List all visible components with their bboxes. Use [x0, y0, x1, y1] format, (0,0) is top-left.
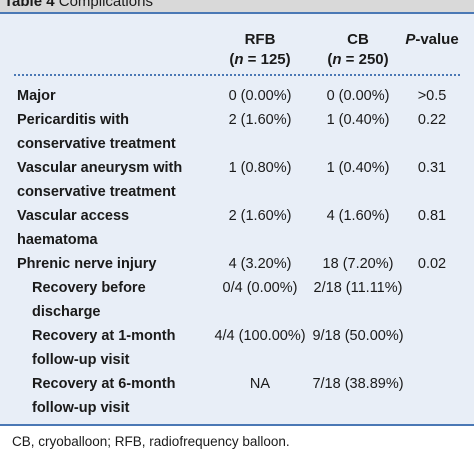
cell-rfb: 0/4 (0.00%) [222, 280, 298, 296]
row-label: follow-up visit [32, 400, 130, 416]
row-label: Pericarditis with [17, 112, 130, 128]
row-label: haematoma [17, 232, 98, 248]
cell-cb: 0 (0.00%) [326, 88, 390, 104]
header-rfb-n: (n = 125) [229, 51, 291, 68]
row-label: Major [17, 88, 56, 104]
cell-rfb: 4/4 (100.00%) [214, 328, 306, 344]
cell-cb: 1 (0.40%) [326, 160, 390, 176]
cell-rfb: 4 (3.20%) [228, 256, 292, 272]
row-label: Vascular access [17, 208, 130, 224]
cell-rfb: 2 (1.60%) [228, 112, 292, 128]
cell-p: 0.02 [417, 256, 447, 272]
row-label: conservative treatment [17, 184, 176, 200]
cell-p: >0.5 [417, 88, 447, 104]
top-rule [0, 12, 474, 14]
cell-rfb: NA [249, 376, 271, 392]
row-label: Recovery at 6-month [32, 376, 176, 392]
cell-cb: 9/18 (50.00%) [312, 328, 404, 344]
row-label: Recovery before [32, 280, 146, 296]
header-cb-n: (n = 250) [327, 51, 389, 68]
header-rfb-label: RFB [244, 31, 276, 48]
cell-p: 0.22 [417, 112, 447, 128]
row-label: follow-up visit [32, 352, 130, 368]
table-number: Table 4 [4, 0, 55, 10]
cell-p: 0.31 [417, 160, 447, 176]
cell-cb: 7/18 (38.89%) [312, 376, 404, 392]
cell-rfb: 1 (0.80%) [228, 160, 292, 176]
table-title: Complications [58, 0, 153, 10]
table-panel [0, 12, 474, 425]
row-label: discharge [32, 304, 101, 320]
cell-rfb: 2 (1.60%) [228, 208, 292, 224]
bottom-rule [0, 424, 474, 426]
table-caption: Table 4 Complications [0, 0, 474, 12]
cell-cb: 4 (1.60%) [326, 208, 390, 224]
header-cb: CB (n = 250) [303, 30, 413, 70]
row-label: Phrenic nerve injury [17, 256, 157, 272]
cell-cb: 2/18 (11.11%) [313, 280, 403, 296]
header-rfb: RFB (n = 125) [205, 30, 315, 70]
row-label: Recovery at 1-month [32, 328, 176, 344]
header-pvalue: P-value [405, 31, 459, 48]
cell-cb: 18 (7.20%) [322, 256, 394, 272]
header-cb-label: CB [347, 31, 369, 48]
row-label: conservative treatment [17, 136, 176, 152]
row-label: Vascular aneurysm with [17, 160, 183, 176]
table-footnote: CB, cryoballoon; RFB, radiofrequency bal… [12, 434, 290, 449]
cell-cb: 1 (0.40%) [326, 112, 390, 128]
cell-rfb: 0 (0.00%) [228, 88, 292, 104]
cell-p: 0.81 [417, 208, 447, 224]
header-divider [14, 74, 460, 76]
